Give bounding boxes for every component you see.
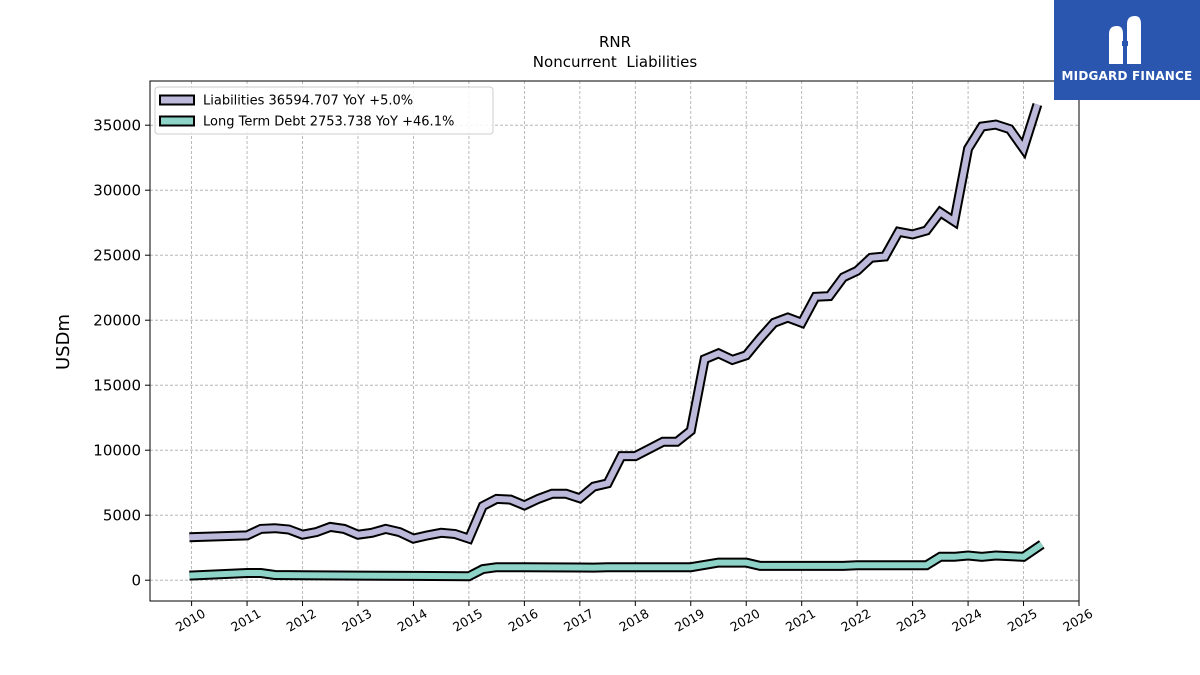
y-tick-label: 30000 bbox=[93, 182, 141, 200]
x-tick-label: 2025 bbox=[1005, 606, 1040, 635]
y-axis: 0 5000 10000 15000 20000 25000 30000 35000 bbox=[93, 117, 150, 590]
midgard-finance-logo: MIDGARD FINANCE bbox=[1054, 0, 1200, 100]
x-tick-label: 2026 bbox=[1060, 606, 1095, 635]
legend-swatch bbox=[159, 115, 195, 127]
x-tick-label: 2012 bbox=[284, 606, 319, 635]
y-tick-label: 10000 bbox=[93, 442, 141, 460]
legend-swatch bbox=[159, 94, 195, 106]
x-tick-label: 2011 bbox=[228, 606, 263, 635]
series-0-line bbox=[189, 103, 1041, 543]
x-tick-label: 2023 bbox=[894, 606, 929, 635]
series-layer bbox=[189, 102, 1045, 582]
x-tick-label: 2022 bbox=[838, 606, 873, 635]
x-tick-label: 2013 bbox=[339, 606, 374, 635]
y-tick-label: 20000 bbox=[93, 312, 141, 330]
x-tick-label: 2017 bbox=[561, 606, 596, 635]
y-axis-label: USDm bbox=[53, 314, 74, 370]
legend-box bbox=[154, 86, 494, 135]
chart-title: RNR bbox=[599, 33, 631, 51]
legend: Liabilities 36594.707 YoY +5.0% Long Term… bbox=[154, 86, 494, 135]
x-tick-label: 2018 bbox=[617, 606, 652, 635]
x-axis: 2010 2011 2012 2013 2014 2015 2016 2017 2018 2019… bbox=[173, 601, 1095, 635]
series-1-outline bbox=[189, 540, 1045, 582]
y-tick-label: 35000 bbox=[93, 117, 141, 135]
x-tick-label: 2021 bbox=[783, 606, 818, 635]
midgard-logo-icon bbox=[1109, 16, 1141, 64]
y-tick-label: 25000 bbox=[93, 247, 141, 265]
x-tick-label: 2019 bbox=[672, 606, 707, 635]
legend-label: Liabilities 36594.707 YoY +5.0% bbox=[203, 94, 413, 109]
x-tick-label: 2014 bbox=[395, 606, 430, 635]
y-tick-label: 15000 bbox=[93, 377, 141, 395]
y-tick-label: 5000 bbox=[103, 507, 141, 525]
chart-subtitle: Noncurrent Liabilities bbox=[533, 53, 698, 71]
x-tick-label: 2010 bbox=[173, 606, 208, 635]
x-tick-label: 2024 bbox=[949, 606, 984, 635]
legend-label: Long Term Debt 2753.738 YoY +46.1% bbox=[203, 115, 454, 130]
grid bbox=[150, 81, 1080, 601]
x-tick-label: 2016 bbox=[506, 606, 541, 635]
y-tick-label: 0 bbox=[131, 572, 141, 590]
logo-text: MIDGARD FINANCE bbox=[1061, 69, 1193, 83]
x-tick-label: 2020 bbox=[727, 606, 762, 635]
x-tick-label: 2015 bbox=[450, 606, 485, 635]
plot-frame bbox=[149, 80, 1080, 602]
series-1-line bbox=[189, 541, 1044, 580]
